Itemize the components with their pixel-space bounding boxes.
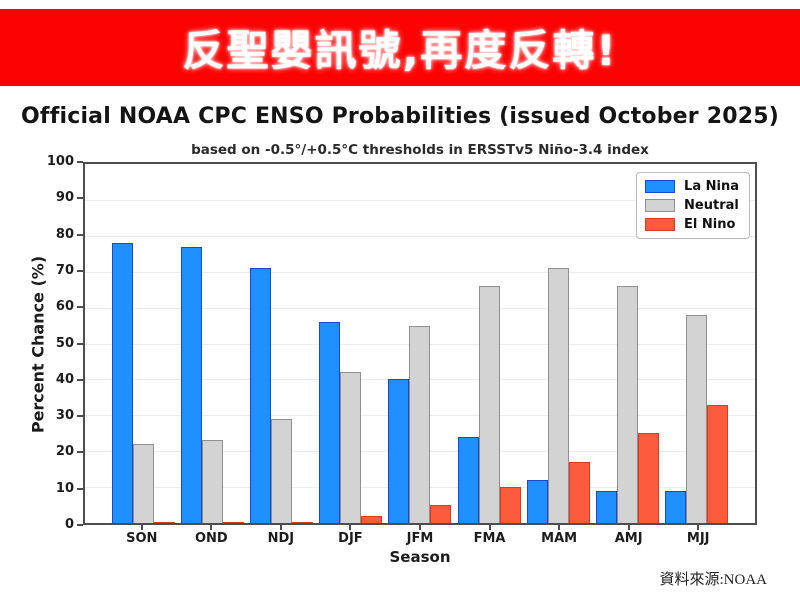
x-axis-title: Season [389, 548, 451, 566]
ytick-label-10: 10 [55, 480, 74, 496]
ytick-mark-60 [77, 306, 83, 309]
bar-la-nina-NDJ [250, 268, 272, 523]
xtick-mark-NDJ [279, 525, 282, 530]
gridline-60 [85, 307, 755, 309]
ytick-label-20: 20 [55, 444, 74, 460]
ytick-label-40: 40 [55, 371, 74, 387]
bar-neutral-FMA [478, 286, 500, 523]
ytick-mark-20 [77, 451, 83, 454]
bar-la-nina-OND [181, 246, 203, 523]
ytick-mark-70 [77, 269, 83, 272]
gridline-90 [85, 199, 755, 201]
ytick-label-90: 90 [55, 190, 74, 206]
bar-group-DJF [316, 164, 385, 523]
chart-title: Official NOAA CPC ENSO Probabilities (is… [21, 104, 779, 129]
xtick-label-SON: SON [126, 531, 158, 546]
ytick-mark-90 [77, 197, 83, 200]
bar-la-nina-JFM [388, 379, 410, 523]
bar-el-nino-NDJ [292, 522, 314, 523]
ytick-mark-10 [77, 487, 83, 490]
xtick-label-FMA: FMA [473, 531, 506, 546]
ytick-label-0: 0 [64, 517, 74, 532]
bar-el-nino-JFM [430, 505, 452, 523]
legend: La Nina Neutral El Nino [636, 172, 750, 239]
legend-row-el-nino: El Nino [645, 217, 739, 232]
xtick-label-MJJ: MJJ [686, 531, 710, 546]
xtick-mark-MJJ [697, 525, 700, 530]
xtick-mark-AMJ [627, 525, 630, 530]
bar-group-OND [178, 164, 247, 523]
bar-la-nina-AMJ [595, 490, 617, 523]
ytick-mark-50 [77, 342, 83, 345]
xtick-mark-OND [210, 525, 213, 530]
legend-swatch-neutral [645, 199, 676, 212]
bar-neutral-NDJ [271, 418, 293, 523]
xtick-label-JFM: JFM [406, 531, 434, 546]
xtick-mark-MAM [558, 525, 561, 530]
headline-text: 反聖嬰訊號,再度反轉! [182, 26, 618, 75]
bar-neutral-OND [202, 440, 224, 523]
xtick-mark-JFM [419, 525, 421, 530]
bar-group-NDJ [247, 164, 316, 523]
plot-area: La Nina Neutral El Nino [83, 162, 757, 525]
legend-label-neutral: Neutral [684, 198, 739, 213]
xtick-mark-DJF [349, 525, 352, 530]
bar-el-nino-OND [223, 522, 245, 523]
legend-row-la-nina: La Nina [645, 179, 739, 194]
legend-label-el-nino: El Nino [684, 217, 736, 232]
chart-subtitle: based on -0.5°/+0.5°C thresholds in ERSS… [191, 142, 649, 158]
ytick-mark-100 [77, 161, 83, 163]
bar-group-MJJ [662, 164, 731, 523]
bar-neutral-MAM [547, 268, 569, 523]
xtick-label-AMJ: AMJ [614, 531, 643, 546]
bar-el-nino-DJF [361, 515, 383, 523]
bar-la-nina-SON [112, 242, 134, 523]
gridline-80 [85, 235, 755, 237]
xtick-label-DJF: DJF [338, 531, 363, 546]
ytick-mark-80 [77, 233, 83, 236]
legend-label-la-nina: La Nina [684, 179, 739, 194]
bar-neutral-JFM [409, 325, 431, 523]
ytick-label-30: 30 [55, 408, 74, 424]
bar-el-nino-MJJ [706, 404, 728, 523]
bars-row [85, 164, 755, 523]
legend-row-neutral: Neutral [645, 198, 739, 213]
bar-neutral-SON [133, 444, 155, 523]
bar-el-nino-FMA [499, 487, 521, 523]
ytick-mark-0 [77, 524, 83, 526]
headline-banner: 反聖嬰訊號,再度反轉! [0, 9, 800, 86]
xtick-mark-SON [140, 525, 143, 530]
ytick-label-60: 60 [55, 299, 74, 315]
ytick-mark-40 [77, 378, 83, 381]
bar-group-AMJ [593, 164, 662, 523]
xtick-label-NDJ: NDJ [267, 531, 295, 546]
bar-la-nina-MAM [526, 479, 548, 523]
ytick-label-70: 70 [55, 262, 74, 278]
bar-group-JFM [385, 164, 454, 523]
bar-el-nino-SON [154, 522, 176, 523]
bar-group-FMA [455, 164, 524, 523]
bar-el-nino-MAM [568, 461, 590, 523]
bar-group-SON [109, 164, 178, 523]
ytick-label-100: 100 [46, 154, 74, 169]
attribution: 資料來源:NOAA [659, 572, 768, 588]
legend-swatch-la-nina [645, 180, 676, 193]
bar-neutral-MJJ [685, 314, 707, 523]
xtick-label-MAM: MAM [541, 531, 578, 546]
bar-el-nino-AMJ [637, 433, 659, 523]
bar-la-nina-MJJ [664, 490, 686, 523]
xtick-mark-FMA [488, 525, 491, 530]
bar-neutral-DJF [340, 372, 362, 523]
bar-group-MAM [524, 164, 593, 523]
bar-la-nina-DJF [319, 321, 341, 523]
xtick-label-OND: OND [194, 531, 228, 546]
ytick-label-50: 50 [55, 335, 74, 351]
ytick-label-80: 80 [55, 226, 74, 242]
legend-swatch-el-nino [645, 218, 676, 231]
gridline-70 [85, 271, 755, 273]
bar-neutral-AMJ [616, 286, 638, 523]
bar-la-nina-FMA [457, 436, 479, 523]
ytick-mark-30 [77, 415, 83, 418]
